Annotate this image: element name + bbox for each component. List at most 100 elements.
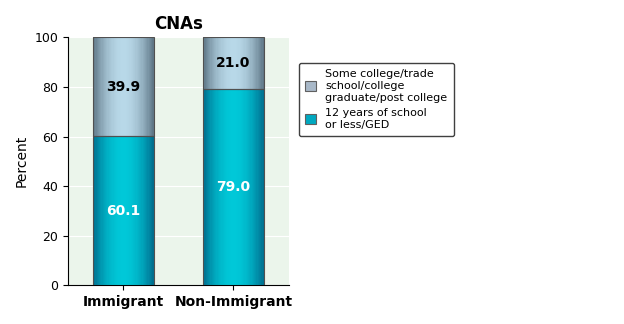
Bar xyxy=(120,136,121,285)
Bar xyxy=(260,89,261,285)
Bar xyxy=(256,89,258,285)
Bar xyxy=(109,37,110,136)
Bar xyxy=(228,37,230,89)
Bar xyxy=(241,37,242,89)
Bar xyxy=(227,37,229,89)
Bar xyxy=(146,37,148,136)
Bar xyxy=(127,136,128,285)
Y-axis label: Percent: Percent xyxy=(15,135,29,187)
Bar xyxy=(127,37,128,136)
Bar xyxy=(240,37,241,89)
Legend: Some college/trade
school/college
graduate/post college, 12 years of school
or l: Some college/trade school/college gradua… xyxy=(298,63,454,136)
Bar xyxy=(258,37,259,89)
Bar xyxy=(117,136,119,285)
Bar xyxy=(215,37,217,89)
Bar xyxy=(249,89,250,285)
Bar xyxy=(220,37,222,89)
Bar xyxy=(230,37,231,89)
Bar xyxy=(250,37,251,89)
Bar xyxy=(212,37,213,89)
Bar xyxy=(116,136,117,285)
Text: 60.1: 60.1 xyxy=(106,204,140,218)
Bar xyxy=(245,89,246,285)
Bar xyxy=(137,136,138,285)
Bar xyxy=(142,136,143,285)
Bar xyxy=(93,136,154,285)
Bar xyxy=(246,37,248,89)
Bar xyxy=(203,37,264,89)
Bar xyxy=(256,37,258,89)
Bar xyxy=(140,136,142,285)
Bar xyxy=(143,37,144,136)
Bar xyxy=(251,89,253,285)
Bar xyxy=(111,37,112,136)
Bar xyxy=(130,136,132,285)
Bar xyxy=(132,136,133,285)
Bar xyxy=(122,136,124,285)
Bar xyxy=(145,136,147,285)
Bar xyxy=(223,37,224,89)
Bar xyxy=(112,37,114,136)
Bar xyxy=(261,37,263,89)
Bar xyxy=(255,89,256,285)
Bar xyxy=(225,37,227,89)
Bar xyxy=(152,136,154,285)
Bar xyxy=(218,89,219,285)
Bar xyxy=(97,136,98,285)
Bar xyxy=(95,136,97,285)
Bar xyxy=(129,37,130,136)
Bar xyxy=(226,37,228,89)
Bar xyxy=(124,136,126,285)
Title: CNAs: CNAs xyxy=(154,15,203,33)
Bar xyxy=(213,89,214,285)
Bar xyxy=(114,136,115,285)
Bar xyxy=(220,89,222,285)
Bar xyxy=(102,136,103,285)
Bar xyxy=(94,136,95,285)
Bar xyxy=(203,37,205,89)
Bar xyxy=(235,37,236,89)
Text: 39.9: 39.9 xyxy=(106,80,140,94)
Bar xyxy=(231,89,232,285)
Bar xyxy=(95,37,97,136)
Bar xyxy=(102,136,104,285)
Bar xyxy=(246,89,247,285)
Bar xyxy=(222,37,223,89)
Bar xyxy=(243,89,245,285)
Bar xyxy=(134,37,135,136)
Bar xyxy=(212,89,213,285)
Bar xyxy=(122,37,124,136)
Bar xyxy=(258,89,259,285)
Bar xyxy=(110,37,111,136)
Bar xyxy=(112,136,114,285)
Bar xyxy=(140,37,142,136)
Bar xyxy=(259,37,260,89)
Bar xyxy=(207,37,208,89)
Bar xyxy=(106,136,107,285)
Bar xyxy=(144,136,145,285)
Bar xyxy=(203,89,264,285)
Bar xyxy=(251,37,253,89)
Bar xyxy=(250,89,251,285)
Bar xyxy=(241,89,242,285)
Bar xyxy=(236,37,237,89)
Bar xyxy=(222,89,223,285)
Bar xyxy=(147,37,149,136)
Bar xyxy=(128,136,129,285)
Bar xyxy=(120,37,121,136)
Bar xyxy=(110,136,111,285)
Bar xyxy=(205,89,207,285)
Bar xyxy=(133,37,134,136)
Bar xyxy=(111,136,112,285)
Bar xyxy=(224,37,225,89)
Bar xyxy=(94,37,95,136)
Bar xyxy=(238,89,240,285)
Bar xyxy=(139,136,140,285)
Bar xyxy=(114,37,115,136)
Bar xyxy=(228,89,230,285)
Bar xyxy=(134,136,135,285)
Bar xyxy=(217,37,218,89)
Bar xyxy=(260,37,261,89)
Bar xyxy=(132,37,133,136)
Bar xyxy=(246,37,247,89)
